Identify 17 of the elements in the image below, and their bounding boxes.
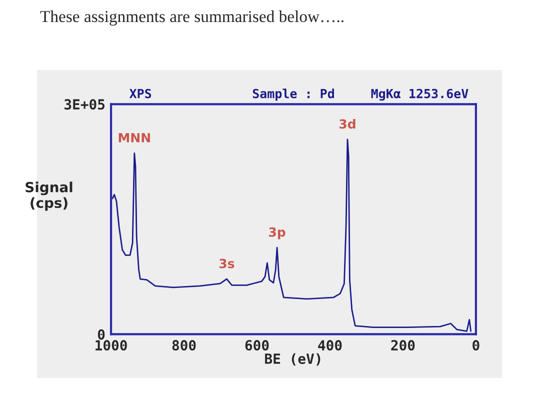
x-axis-title: BE (eV) [265, 353, 320, 366]
text: XPS [129, 88, 152, 98]
x-tick-label: 1000 [96, 340, 127, 351]
x-tick-label: 800 [172, 340, 196, 351]
text: Sample : Pd [252, 88, 334, 101]
x-tick-label: 400 [318, 340, 342, 351]
annotation: MNN [118, 133, 150, 142]
text: MgKα 1253.6eV [371, 88, 468, 101]
annotation: 3s [219, 258, 234, 268]
chart-title: These assignments are summarised below….. [40, 10, 344, 26]
y-axis-title: Signal (cps) [26, 182, 72, 211]
y-tick-label: 3E+05 [64, 99, 105, 110]
annotation: 3p [269, 227, 286, 240]
x-tick-label: 600 [245, 340, 269, 351]
x-tick-label: 0 [472, 340, 480, 351]
x-tick-label: 200 [391, 340, 415, 351]
annotation: 3d [340, 118, 356, 129]
